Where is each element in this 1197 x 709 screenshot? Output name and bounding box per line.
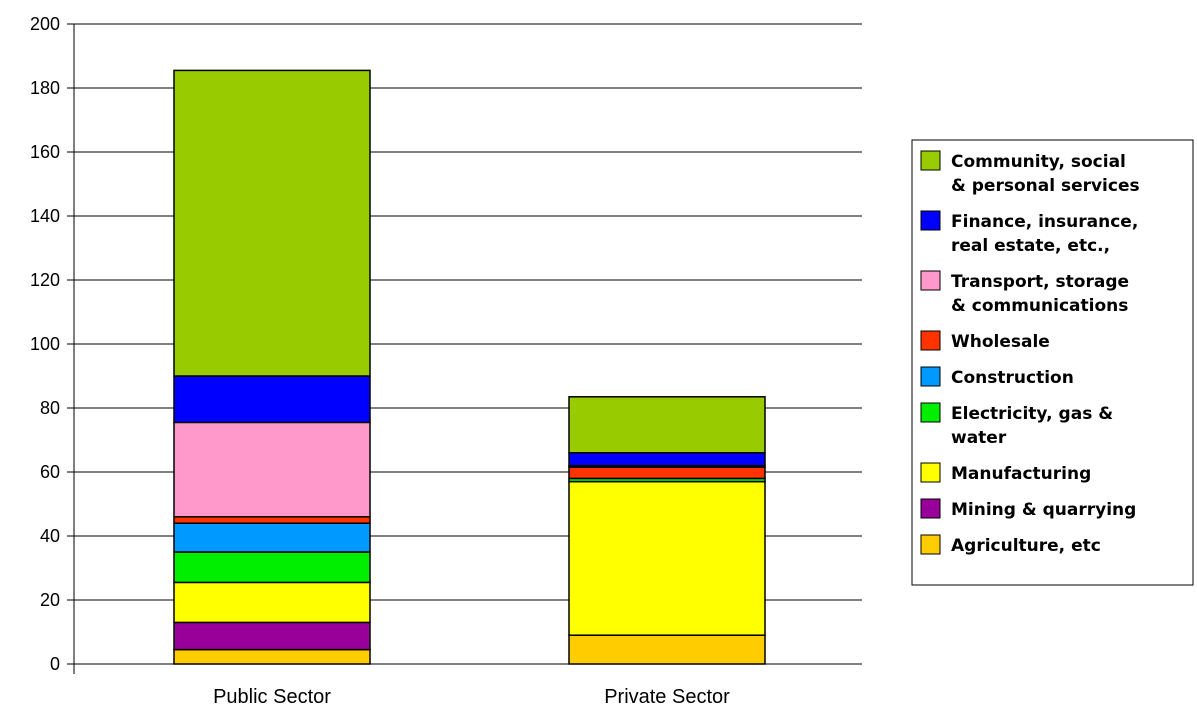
y-tick-label: 180	[30, 78, 60, 98]
bar-segment-mining-quarrying	[173, 621, 371, 651]
bar-segment-manufacturing	[568, 480, 766, 636]
bar-segment-wholesale	[173, 516, 371, 524]
bar-segment-construction	[173, 522, 371, 553]
y-tick-label: 0	[50, 654, 60, 674]
bar-segment-community-social-personal-services	[568, 396, 766, 454]
y-tick-label: 60	[40, 462, 60, 482]
y-tick-label: 120	[30, 270, 60, 290]
bar-segment-manufacturing	[173, 581, 371, 624]
x-category-label: Private Sector	[604, 686, 730, 708]
bar-segment-transport-storage-communications	[173, 421, 371, 518]
legend-swatch	[920, 270, 941, 291]
legend-label: Finance, insurance,	[951, 212, 1138, 232]
legend-swatch	[920, 534, 941, 555]
y-tick-label: 100	[30, 334, 60, 354]
legend-swatch	[920, 462, 941, 483]
y-tick-label: 160	[30, 142, 60, 162]
x-category-label: Public Sector	[213, 686, 331, 708]
legend-label: Transport, storage	[951, 272, 1129, 292]
legend-label: real estate, etc.,	[951, 236, 1110, 256]
bar-stacks	[173, 69, 766, 665]
legend-label: Agriculture, etc	[951, 536, 1101, 556]
bar-segment-community-social-personal-services	[173, 69, 371, 377]
legend-swatch	[920, 366, 941, 387]
legend-swatch	[920, 330, 941, 351]
legend-label: Electricity, gas &	[951, 404, 1113, 424]
legend-label: water	[951, 428, 1007, 448]
bar-segment-agriculture-etc	[568, 634, 766, 665]
legend-label: Mining & quarrying	[951, 500, 1136, 520]
legend-label: Community, social	[951, 152, 1126, 172]
legend-label: & communications	[951, 296, 1128, 316]
legend-swatch	[920, 498, 941, 519]
legend-swatch	[920, 150, 941, 171]
bar-segment-finance-insurance-real-estate-etc	[173, 375, 371, 424]
y-tick-label: 20	[40, 590, 60, 610]
bar-segment-finance-insurance-real-estate-etc	[568, 452, 766, 467]
y-tick-label: 140	[30, 206, 60, 226]
bar-segment-agriculture-etc	[173, 648, 371, 665]
bar-segment-electricity-gas-water	[173, 551, 371, 584]
legend-label: & personal services	[951, 176, 1140, 196]
y-tick-label: 40	[40, 526, 60, 546]
legend-label: Construction	[951, 368, 1074, 388]
legend-box	[911, 139, 1194, 586]
legend-swatch	[920, 210, 941, 231]
axes: 0 20 40 60 80 100 120 140 160 180 200 Public Sector…	[30, 14, 862, 708]
legend: Community, social & personal services Fina…	[911, 139, 1194, 586]
legend-label: Manufacturing	[951, 464, 1091, 484]
legend-swatch	[920, 402, 941, 423]
y-tick-label: 80	[40, 398, 60, 418]
y-tick-label: 200	[30, 14, 60, 34]
legend-label: Wholesale	[951, 332, 1050, 352]
bar-segment-wholesale	[568, 466, 766, 480]
